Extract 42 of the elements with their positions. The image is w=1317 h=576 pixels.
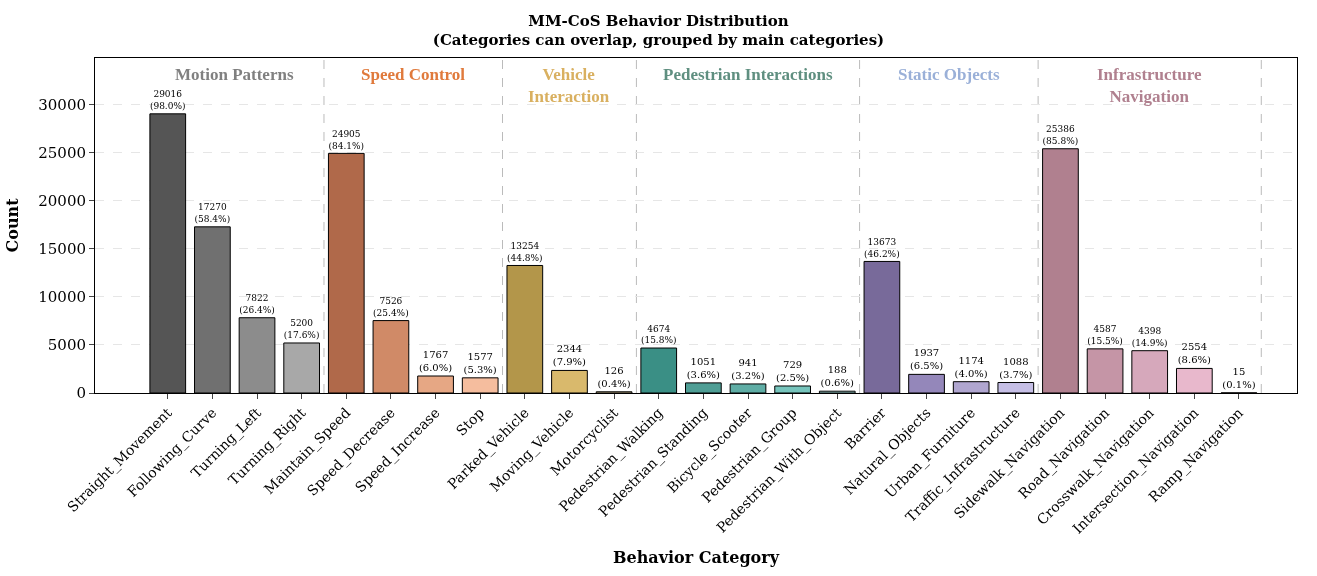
data-label: 5200 (17.6%)	[283, 318, 320, 341]
data-label: 1937 (6.5%)	[909, 347, 944, 372]
data-label: 1767 (6.0%)	[418, 349, 453, 373]
annotation: Pedestrian Interactions	[663, 65, 833, 84]
y-tick-label: 20000	[38, 191, 86, 210]
chart-subtitle: (Categories can overlap, grouped by main categories)	[432, 31, 885, 50]
annotation: Motion Patterns	[175, 65, 294, 84]
y-tick-label: 25000	[38, 143, 86, 162]
y-tick-label: 15000	[38, 239, 86, 258]
data-label: 13673 (46.2%)	[864, 236, 900, 259]
data-label: 2344 (7.9%)	[552, 343, 587, 368]
data-label: 24905 (84.1%)	[328, 128, 365, 151]
y-tick-label: 10000	[38, 288, 86, 307]
data-label: 15 (0.1%)	[1222, 365, 1256, 390]
y-tick-label: 30000	[38, 95, 86, 114]
data-label: 1088 (3.7%)	[999, 355, 1033, 380]
data-label: 25386 (85.8%)	[1042, 124, 1079, 146]
data-label: 126 (0.4%)	[597, 364, 631, 389]
y-tick-label: 5000	[47, 336, 86, 355]
y-axis-title: Count	[3, 197, 23, 253]
y-tick-label: 0	[76, 384, 86, 403]
data-label: 941 (3.2%)	[731, 356, 765, 381]
annotation: Vehicle Interaction	[528, 65, 610, 107]
data-label: 1174 (4.0%)	[954, 354, 988, 379]
annotation: Infrastructure Navigation	[1097, 65, 1202, 107]
data-label: 7822 (26.4%)	[239, 293, 275, 315]
data-label: 1051 (3.6%)	[686, 355, 721, 380]
data-label: 729 (2.5%)	[775, 358, 810, 383]
data-label: 7526 (25.4%)	[373, 296, 409, 318]
data-label: 29016 (98.0%)	[149, 89, 186, 112]
data-label: 4398 (14.9%)	[1131, 326, 1168, 348]
data-label: 1577 (5.3%)	[463, 350, 497, 375]
x-axis-title: Behavior Category	[612, 548, 780, 568]
data-label: 188 (0.6%)	[820, 364, 854, 389]
data-label: 2554 (8.6%)	[1177, 341, 1211, 366]
data-label: 17270 (58.4%)	[194, 202, 231, 225]
data-label: 4587 (15.5%)	[1087, 324, 1123, 347]
annotation: Speed Control	[361, 65, 466, 84]
annotation: Static Objects	[898, 65, 1000, 84]
data-label: 13254 (44.8%)	[506, 240, 543, 263]
chart-title: MM-CoS Behavior Distribution	[528, 11, 789, 30]
data-label: 4674 (15.8%)	[640, 323, 677, 346]
